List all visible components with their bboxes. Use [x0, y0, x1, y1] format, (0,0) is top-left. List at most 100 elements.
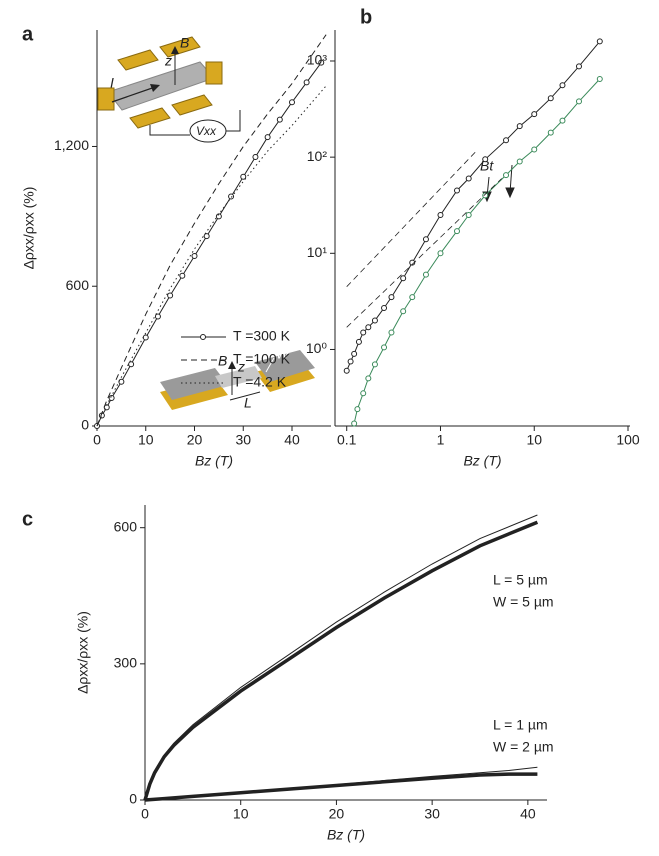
y-tick-label: 10³ — [307, 52, 328, 68]
data-point — [422, 271, 429, 278]
data-point — [264, 134, 271, 141]
data-point — [365, 375, 372, 382]
data-point — [453, 228, 460, 235]
y-tick-label: 0 — [81, 417, 89, 433]
data-point — [453, 187, 460, 194]
data-point — [154, 313, 161, 320]
series-line — [346, 149, 479, 287]
y-tick-label: 300 — [114, 655, 138, 671]
inset-label: I — [110, 75, 114, 91]
data-point — [547, 129, 554, 136]
inset-label: B — [218, 353, 227, 369]
data-point — [118, 378, 125, 385]
data-point — [108, 395, 115, 402]
data-point — [559, 82, 566, 89]
panel-label: b — [360, 6, 372, 28]
y-tick-label: 0 — [129, 791, 137, 807]
x-tick-label: 30 — [424, 806, 440, 822]
data-point — [409, 294, 416, 301]
data-point — [289, 99, 295, 106]
data-point — [516, 158, 523, 165]
x-tick-label: 0 — [93, 432, 101, 448]
annotation: L = 1 µm — [493, 717, 548, 733]
series-line — [144, 772, 538, 802]
x-tick-label: 10 — [138, 432, 154, 448]
data-point — [422, 236, 429, 243]
data-point — [503, 137, 510, 144]
data-point — [465, 212, 472, 219]
data-point — [596, 75, 603, 82]
inset-label: W — [276, 346, 291, 362]
data-point — [343, 367, 350, 374]
data-point — [167, 292, 174, 299]
series-line — [144, 766, 538, 801]
data-point — [503, 172, 510, 179]
x-tick-label: 10 — [233, 806, 249, 822]
data-point — [575, 98, 582, 105]
data-point — [252, 153, 259, 160]
data-point — [191, 252, 198, 259]
data-point — [351, 350, 358, 357]
inset-label: z — [164, 53, 172, 69]
y-tick-label: 10¹ — [307, 244, 328, 260]
data-point — [400, 275, 407, 282]
x-tick-label: 30 — [235, 432, 251, 448]
series-line — [346, 178, 502, 328]
data-point — [142, 334, 149, 341]
series-line — [96, 34, 327, 427]
y-axis-label: Δρxx/ρxx (%) — [75, 611, 91, 694]
inset-label: z — [237, 359, 245, 375]
data-point — [482, 156, 489, 163]
device-inset-a — [97, 36, 241, 143]
data-point — [531, 111, 538, 118]
data-point — [388, 329, 395, 336]
x-axis-label: Bz (T) — [195, 453, 233, 469]
x-axis-label: Bz (T) — [463, 453, 501, 469]
data-point — [388, 294, 395, 301]
data-point — [381, 344, 388, 351]
y-tick-label: 10² — [307, 148, 328, 164]
data-point — [371, 361, 378, 368]
data-point — [355, 338, 362, 345]
x-tick-label: 0 — [141, 806, 149, 822]
legend-label: T =4.2 K — [233, 374, 287, 390]
device-inset-c — [160, 350, 315, 410]
y-tick-label: 600 — [66, 277, 90, 293]
data-point — [482, 192, 489, 199]
data-point — [465, 175, 472, 182]
y-axis-label: Δρxx/ρxx (%) — [21, 187, 37, 270]
data-point — [303, 79, 310, 86]
data-point — [400, 308, 407, 315]
y-tick-label: 10⁰ — [306, 340, 328, 356]
inset-label: L — [244, 395, 252, 411]
data-point — [371, 317, 378, 324]
data-point — [351, 420, 358, 427]
data-point — [365, 324, 372, 331]
data-point — [347, 358, 354, 365]
data-point — [318, 59, 325, 66]
data-point — [575, 63, 582, 70]
x-tick-label: 10 — [526, 432, 542, 448]
legend-label: T =300 K — [233, 328, 291, 344]
inset-label: Vxx — [196, 124, 217, 138]
data-point — [596, 38, 603, 45]
series-line — [353, 78, 601, 424]
data-point — [559, 117, 566, 124]
data-point — [437, 212, 444, 219]
data-point — [179, 272, 186, 279]
data-point — [360, 390, 367, 397]
inset-label: B — [180, 35, 189, 51]
data-point — [228, 193, 235, 200]
annotation: L = 5 µm — [493, 572, 548, 588]
data-point — [516, 123, 523, 130]
series-line — [144, 514, 538, 801]
data-point — [531, 146, 538, 153]
panel-label: a — [22, 23, 34, 45]
data-point — [203, 233, 210, 240]
data-point — [128, 361, 135, 368]
legend-marker — [200, 334, 206, 340]
series-line — [143, 520, 539, 801]
x-tick-label: 40 — [284, 432, 300, 448]
y-tick-label: 1,200 — [54, 137, 89, 153]
